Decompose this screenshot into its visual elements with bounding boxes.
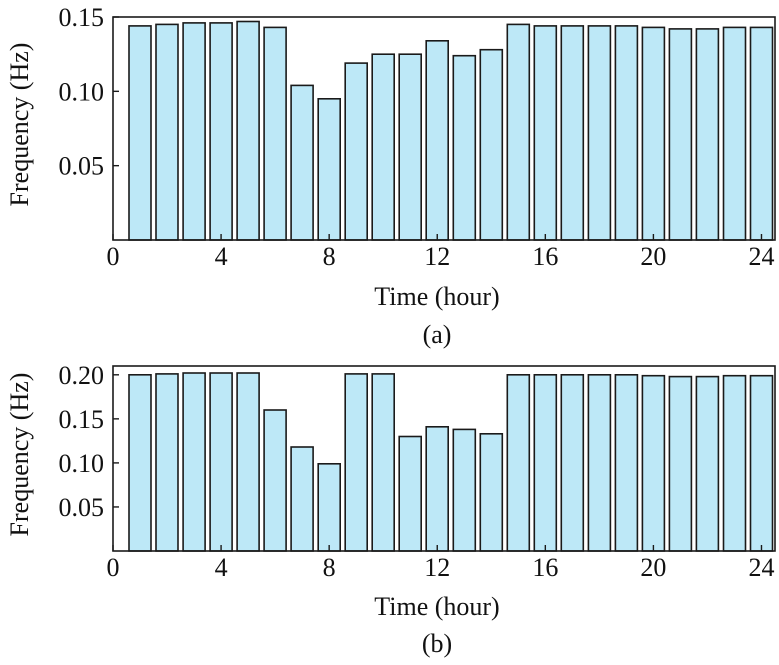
bar-hour-24 [749, 374, 774, 552]
plot-frame [112, 16, 776, 241]
x-tick-label: 12 [424, 242, 450, 271]
bar-hour-15 [506, 23, 531, 241]
bar-hour-11 [398, 53, 423, 241]
bar-hour-6 [263, 26, 287, 241]
bar-hour-3 [182, 372, 206, 552]
bar-hour-10 [371, 373, 396, 552]
panel-caption: (b) [422, 629, 452, 658]
x-tick-label: 12 [424, 553, 450, 582]
bar-hour-12 [425, 425, 450, 552]
plot-frame [112, 365, 776, 552]
bar-hour-22 [695, 28, 720, 241]
bar-hour-14 [479, 48, 504, 241]
bar-hour-12 [425, 39, 450, 241]
bar-hour-17 [560, 25, 585, 241]
bar-hour-8 [317, 98, 342, 241]
y-tick-label: 0.05 [59, 493, 105, 522]
bar-hour-3 [182, 22, 206, 241]
bar-hour-10 [371, 53, 396, 241]
y-tick-label: 0.15 [59, 405, 105, 434]
x-tick-label: 8 [323, 242, 336, 271]
bar-hour-19 [614, 25, 639, 241]
bar-hour-19 [614, 373, 639, 552]
bar-hour-20 [641, 374, 666, 552]
bar-hour-2 [155, 373, 179, 552]
panel-a: 0 4 8 12 16 20 24 0.05 0.10 0.15 Time (hour) Freque… [5, 3, 776, 349]
bar-hour-16 [533, 25, 558, 241]
bar-hour-21 [668, 375, 693, 552]
bar-hour-5 [236, 372, 260, 552]
bar-hour-15 [506, 373, 531, 552]
x-axis-label: Time (hour) [374, 592, 499, 621]
bar-hour-13 [452, 54, 477, 241]
bar-hour-24 [749, 26, 774, 241]
y-axis-label: Frequency (Hz) [5, 373, 34, 537]
bar-hour-9 [344, 62, 369, 241]
y-tick-label: 0.10 [59, 77, 105, 106]
bar-hour-6 [263, 409, 287, 552]
bar-hour-16 [533, 373, 558, 552]
bar-hour-1 [128, 373, 152, 552]
bar-hour-4 [209, 372, 233, 552]
x-tick-label: 0 [107, 553, 120, 582]
y-tick-label: 0.10 [59, 449, 105, 478]
bar-hour-11 [398, 435, 423, 552]
x-tick-label: 8 [323, 553, 336, 582]
panel-b: 0 4 8 12 16 20 24 0.05 0.10 0.15 0.20 Time (hour) Fr… [5, 361, 776, 658]
y-axis-label: Frequency (Hz) [5, 43, 34, 207]
x-tick-label: 24 [748, 553, 774, 582]
x-tick-label: 0 [107, 242, 120, 271]
bar-hour-23 [722, 374, 747, 552]
x-tick-label: 20 [640, 553, 666, 582]
bar-hour-17 [560, 373, 585, 552]
bar-hour-4 [209, 22, 233, 241]
bar-hour-1 [128, 25, 152, 241]
x-tick-label: 16 [532, 242, 558, 271]
bar-hour-2 [155, 23, 179, 241]
bar-hour-8 [317, 462, 342, 552]
bar-hour-13 [452, 428, 477, 552]
bar-hour-9 [344, 373, 369, 552]
x-tick-label: 4 [215, 553, 228, 582]
x-tick-label: 20 [640, 242, 666, 271]
bar-hour-18 [587, 373, 612, 552]
x-tick-label: 24 [748, 242, 774, 271]
bar-hour-20 [641, 26, 666, 241]
x-axis-label: Time (hour) [374, 282, 499, 311]
y-tick-label: 0.05 [59, 152, 105, 181]
x-tick-label: 16 [532, 553, 558, 582]
bar-hour-22 [695, 375, 720, 552]
bar-hour-14 [479, 432, 504, 552]
bar-hour-5 [236, 20, 260, 241]
bar-hour-18 [587, 25, 612, 241]
y-tick-label: 0.20 [59, 361, 105, 390]
x-tick-label: 4 [215, 242, 228, 271]
y-tick-label: 0.15 [59, 3, 105, 32]
bar-hour-7 [290, 84, 314, 241]
bar-hour-7 [290, 446, 314, 552]
bar-hour-21 [668, 28, 693, 241]
panel-caption: (a) [423, 320, 452, 349]
bar-hour-23 [722, 26, 747, 241]
